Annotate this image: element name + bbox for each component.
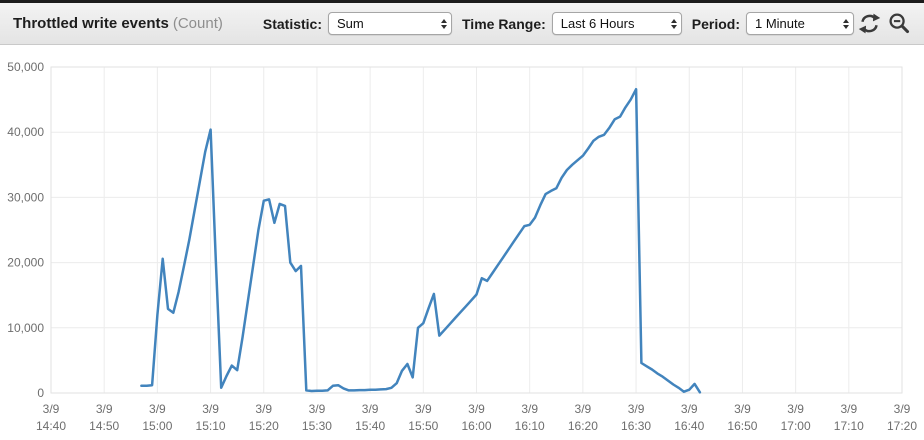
- metric-line-throttled-write-events: [140, 87, 702, 394]
- statistic-select[interactable]: Sum: [328, 12, 452, 35]
- chart-controls: Statistic: Sum Time Range: Last 6 Hours …: [253, 3, 914, 44]
- zoom-out-button[interactable]: [886, 12, 912, 36]
- chart-title-group: Throttled write events (Count): [13, 15, 223, 33]
- window-top-edge: [0, 0, 924, 3]
- chart-toolbar: Throttled write events (Count) Statistic:…: [0, 3, 924, 45]
- x-tick-date: 3/9: [787, 402, 804, 416]
- x-tick-time: 14:50: [89, 419, 119, 433]
- y-tick-label: 50,000: [7, 60, 44, 74]
- period-select[interactable]: 1 Minute: [746, 12, 854, 35]
- y-tick-label: 0: [37, 386, 44, 400]
- refresh-icon: [858, 13, 880, 34]
- x-tick-date: 3/9: [894, 402, 911, 416]
- chart-title: Throttled write events: [13, 14, 169, 32]
- x-tick-time: 16:10: [515, 419, 545, 433]
- time-range-label: Time Range:: [462, 15, 546, 32]
- zoom-out-icon: [889, 13, 910, 34]
- x-tick-time: 15:50: [408, 419, 438, 433]
- x-tick-date: 3/9: [468, 402, 485, 416]
- x-tick-date: 3/9: [255, 402, 272, 416]
- throttled-write-events-chart: 0 10,000 20,000 30,000 40,000 50,000 3/9 14:40 3…: [7, 60, 917, 433]
- x-tick-date: 3/9: [415, 402, 432, 416]
- x-tick-time: 15:30: [302, 419, 332, 433]
- x-tick-time: 16:20: [568, 419, 598, 433]
- statistic-label: Statistic:: [262, 15, 322, 32]
- x-tick-time: 15:20: [249, 419, 279, 433]
- x-tick-date: 3/9: [202, 402, 219, 416]
- x-tick-time: 15:10: [196, 419, 226, 433]
- select-stepper-icon: [843, 18, 849, 29]
- x-tick-time: 14:40: [36, 419, 66, 433]
- time-range-select[interactable]: Last 6 Hours: [551, 12, 682, 35]
- x-tick-date: 3/9: [521, 402, 538, 416]
- y-tick-label: 30,000: [7, 190, 44, 204]
- x-tick-time: 17:20: [887, 419, 917, 433]
- x-tick-time: 15:40: [355, 419, 385, 433]
- select-stepper-icon: [670, 18, 677, 29]
- x-tick-date: 3/9: [840, 402, 857, 416]
- x-tick-date: 3/9: [734, 402, 751, 416]
- x-tick-date: 3/9: [96, 402, 113, 416]
- statistic-select-value: Sum: [337, 16, 364, 31]
- x-tick-date: 3/9: [43, 402, 60, 416]
- chart-title-unit: (Count): [172, 14, 223, 32]
- x-tick-time: 17:00: [781, 419, 811, 433]
- chart-plot-area[interactable]: [50, 66, 903, 394]
- x-tick-time: 15:00: [142, 419, 172, 433]
- x-tick-date: 3/9: [309, 402, 326, 416]
- refresh-button[interactable]: [856, 12, 882, 36]
- y-tick-label: 40,000: [7, 125, 44, 139]
- x-tick-date: 3/9: [362, 402, 379, 416]
- select-stepper-icon: [441, 18, 447, 29]
- x-tick-time: 16:00: [461, 419, 491, 433]
- chart-area: 0 10,000 20,000 30,000 40,000 50,000 3/9 14:40 3…: [0, 45, 924, 440]
- time-range-select-value: Last 6 Hours: [560, 16, 635, 31]
- period-select-value: 1 Minute: [755, 16, 805, 31]
- x-tick-date: 3/9: [149, 402, 166, 416]
- x-tick-date: 3/9: [681, 402, 698, 416]
- x-tick-time: 16:40: [674, 419, 704, 433]
- x-tick-date: 3/9: [575, 402, 592, 416]
- x-tick-date: 3/9: [628, 402, 645, 416]
- x-tick-time: 16:50: [727, 419, 757, 433]
- x-tick-time: 16:30: [621, 419, 651, 433]
- gridlines: [50, 66, 903, 394]
- period-label: Period:: [691, 15, 740, 32]
- y-tick-label: 20,000: [7, 256, 44, 270]
- y-tick-label: 10,000: [7, 321, 44, 335]
- axis-labels: 0 10,000 20,000 30,000 40,000 50,000 3/9 14:40 3…: [7, 60, 917, 433]
- x-tick-time: 17:10: [834, 419, 864, 433]
